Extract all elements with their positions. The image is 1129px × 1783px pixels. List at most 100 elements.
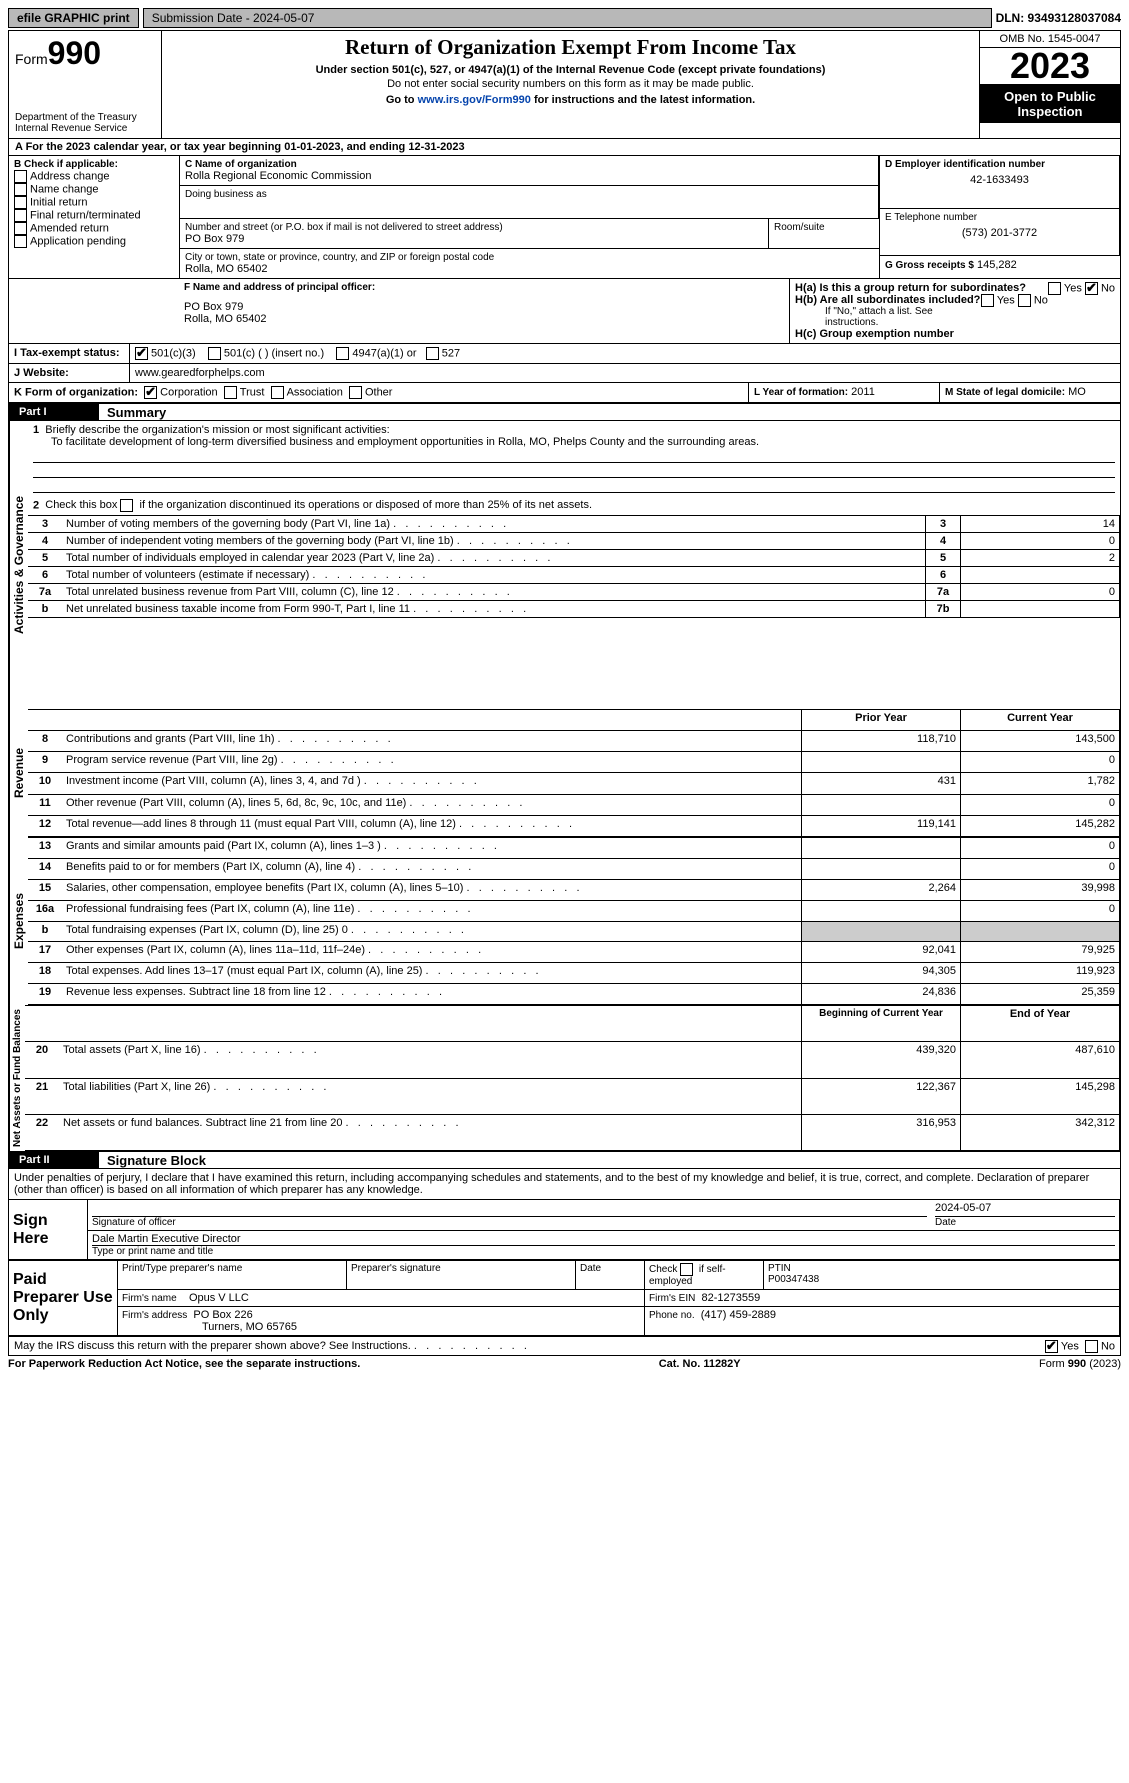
box-f-lbl: F Name and address of principal officer:: [184, 282, 784, 293]
dept-label: Department of the Treasury Internal Reve…: [15, 112, 155, 134]
dln: DLN: 93493128037084: [996, 11, 1121, 25]
info-block: B Check if applicable: Address changeNam…: [9, 156, 1120, 279]
phone: (573) 201-3772: [885, 227, 1114, 239]
form-label: Form990: [15, 35, 155, 72]
city-lbl: City or town, state or province, country…: [185, 252, 874, 263]
sign-here-lbl: Sign Here: [9, 1200, 88, 1260]
h-c: H(c) Group exemption number: [795, 328, 1115, 340]
side-revenue: Revenue: [9, 709, 28, 837]
sign-date: 2024-05-07: [935, 1202, 1115, 1217]
other-checkbox[interactable]: [349, 386, 362, 399]
dba-lbl: Doing business as: [185, 189, 873, 200]
gross-val: 145,282: [977, 259, 1017, 271]
box-i-lbl: I Tax-exempt status:: [14, 347, 120, 359]
net-table: Beginning of Current YearEnd of Year20To…: [25, 1005, 1120, 1151]
page-footer: For Paperwork Reduction Act Notice, see …: [8, 1356, 1121, 1372]
gross-lbl: G Gross receipts $: [885, 260, 974, 271]
side-governance: Activities & Governance: [9, 421, 28, 709]
boxb-item-label: Name change: [30, 183, 99, 195]
boxb-item-label: Address change: [30, 170, 110, 182]
box-c-name-lbl: C Name of organization: [185, 159, 873, 170]
mission-text: To facilitate development of long-term d…: [33, 436, 1115, 448]
phone-lbl: E Telephone number: [885, 212, 1114, 223]
corp-checkbox[interactable]: [144, 386, 157, 399]
side-expenses: Expenses: [9, 837, 28, 1005]
h-b-note: If "No," attach a list. See instructions…: [795, 306, 1115, 328]
form-subtitle-1: Under section 501(c), 527, or 4947(a)(1)…: [168, 64, 973, 76]
irs-link[interactable]: www.irs.gov/Form990: [418, 94, 531, 106]
sign-block: Sign Here Signature of officer 2024-05-0…: [9, 1199, 1120, 1260]
form-subtitle-3: Go to www.irs.gov/Form990 for instructio…: [168, 94, 973, 106]
boxb-item-label: Application pending: [30, 235, 126, 247]
website: www.gearedforphelps.com: [129, 364, 1120, 382]
officer-addr2: Rolla, MO 65402: [184, 313, 784, 325]
firm-phone: (417) 459-2889: [701, 1309, 776, 1321]
hb-yes-checkbox[interactable]: [981, 294, 994, 307]
street-lbl: Number and street (or P.O. box if mail i…: [185, 222, 763, 233]
boxb-checkbox[interactable]: [14, 222, 27, 235]
hb-no-checkbox[interactable]: [1018, 294, 1031, 307]
discuss-no-checkbox[interactable]: [1085, 1340, 1098, 1353]
h-a: H(a) Is this a group return for subordin…: [795, 282, 1115, 294]
527-checkbox[interactable]: [426, 347, 439, 360]
officer-name: Dale Martin Executive Director: [92, 1233, 1115, 1246]
side-net: Net Assets or Fund Balances: [9, 1005, 25, 1151]
boxb-checkbox[interactable]: [14, 235, 27, 248]
ptin: P00347438: [768, 1274, 1115, 1285]
boxb-item-label: Amended return: [30, 222, 109, 234]
boxb-item-label: Final return/terminated: [30, 209, 141, 221]
firm-ein: 82-1273559: [701, 1292, 760, 1304]
h-b: H(b) Are all subordinates included? Yes …: [795, 294, 1115, 306]
form-title: Return of Organization Exempt From Incom…: [168, 35, 973, 60]
expenses-table: 13Grants and similar amounts paid (Part …: [28, 837, 1120, 1005]
ein: 42-1633493: [885, 174, 1114, 186]
paid-lbl: Paid Preparer Use Only: [9, 1261, 118, 1336]
state-domicile: MO: [1068, 386, 1086, 398]
assoc-checkbox[interactable]: [271, 386, 284, 399]
tax-year: 2023: [980, 48, 1120, 85]
firm-addr2: Turners, MO 65765: [122, 1321, 297, 1333]
self-emp-checkbox[interactable]: [680, 1263, 693, 1276]
trust-checkbox[interactable]: [224, 386, 237, 399]
form-header: Form990 Department of the Treasury Inter…: [9, 31, 1120, 139]
paid-preparer-block: Paid Preparer Use Only Print/Type prepar…: [9, 1260, 1120, 1336]
ein-lbl: D Employer identification number: [885, 159, 1114, 170]
year-formation: 2011: [851, 386, 875, 398]
officer-addr1: PO Box 979: [184, 301, 784, 313]
line2-text: Check this box if the organization disco…: [45, 499, 592, 511]
part1-header: Part ISummary: [9, 403, 1120, 420]
room-lbl: Room/suite: [774, 222, 874, 233]
discuss-yes-checkbox[interactable]: [1045, 1340, 1058, 1353]
form-container: Form990 Department of the Treasury Inter…: [8, 30, 1121, 1356]
ha-yes-checkbox[interactable]: [1048, 282, 1061, 295]
501c3-checkbox[interactable]: [135, 347, 148, 360]
mission-lbl: Briefly describe the organization's miss…: [45, 424, 389, 436]
efile-button[interactable]: efile GRAPHIC print: [8, 8, 139, 28]
org-name: Rolla Regional Economic Commission: [185, 170, 873, 182]
firm-addr1: PO Box 226: [193, 1309, 252, 1321]
firm-name: Opus V LLC: [189, 1292, 249, 1304]
ha-no-checkbox[interactable]: [1085, 282, 1098, 295]
501c-checkbox[interactable]: [208, 347, 221, 360]
box-b: B Check if applicable: Address changeNam…: [9, 156, 180, 278]
revenue-table: Prior YearCurrent Year8Contributions and…: [28, 709, 1120, 837]
declaration: Under penalties of perjury, I declare th…: [9, 1168, 1120, 1199]
street: PO Box 979: [185, 233, 763, 245]
period-row: A For the 2023 calendar year, or tax yea…: [9, 139, 1120, 156]
topbar: efile GRAPHIC print Submission Date - 20…: [8, 8, 1121, 28]
boxb-checkbox[interactable]: [14, 209, 27, 222]
boxb-checkbox[interactable]: [14, 183, 27, 196]
line2-checkbox[interactable]: [120, 499, 133, 512]
part2-header: Part IISignature Block: [9, 1151, 1120, 1168]
governance-table: 3Number of voting members of the governi…: [28, 515, 1120, 618]
boxb-checkbox[interactable]: [14, 170, 27, 183]
form-subtitle-2: Do not enter social security numbers on …: [168, 78, 973, 90]
submission-date: Submission Date - 2024-05-07: [143, 8, 992, 28]
boxb-item-label: Initial return: [30, 196, 87, 208]
box-j-lbl: J Website:: [14, 367, 69, 379]
inspection-label: Open to Public Inspection: [980, 85, 1120, 123]
city: Rolla, MO 65402: [185, 263, 874, 275]
4947-checkbox[interactable]: [336, 347, 349, 360]
boxb-checkbox[interactable]: [14, 196, 27, 209]
box-k-lbl: K Form of organization:: [14, 386, 138, 398]
